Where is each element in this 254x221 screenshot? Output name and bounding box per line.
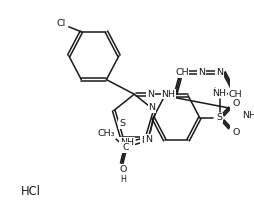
Text: NH: NH bbox=[161, 90, 175, 99]
Text: O: O bbox=[231, 128, 239, 137]
Text: H: H bbox=[120, 175, 126, 184]
Text: Cl: Cl bbox=[57, 19, 66, 28]
Text: S: S bbox=[119, 119, 125, 128]
Text: HCl: HCl bbox=[21, 185, 41, 198]
Text: N: N bbox=[140, 135, 147, 145]
Text: N: N bbox=[148, 103, 155, 112]
Text: N: N bbox=[215, 68, 222, 77]
Text: CH: CH bbox=[174, 68, 188, 77]
Text: NH: NH bbox=[241, 111, 254, 120]
Text: NH: NH bbox=[212, 89, 226, 98]
Text: N: N bbox=[146, 90, 153, 99]
Text: NH: NH bbox=[120, 137, 134, 147]
Text: O: O bbox=[231, 99, 239, 108]
Text: O: O bbox=[119, 165, 127, 174]
Text: N: N bbox=[145, 135, 152, 144]
Text: S: S bbox=[216, 113, 222, 122]
Text: CH₃: CH₃ bbox=[97, 129, 115, 138]
Text: N: N bbox=[197, 68, 204, 77]
Text: C: C bbox=[122, 143, 129, 152]
Text: CH: CH bbox=[228, 90, 242, 99]
